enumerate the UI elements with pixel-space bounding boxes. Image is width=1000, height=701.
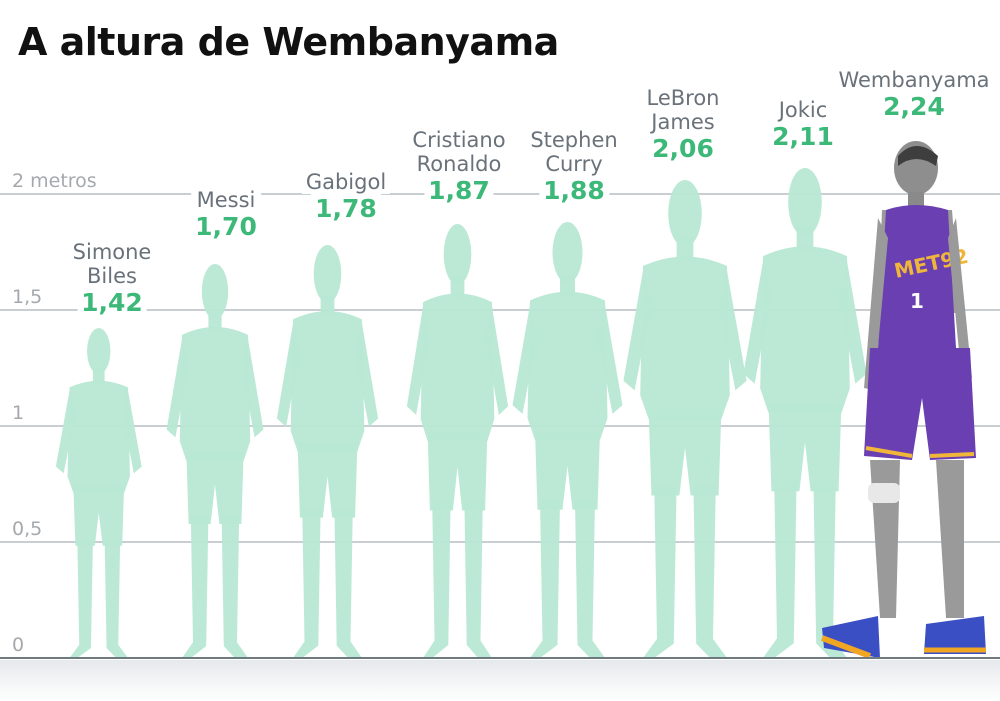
gridline-1m bbox=[0, 425, 1000, 427]
person-name: Simone bbox=[68, 240, 156, 264]
label-gabigol: Gabigol 1,78 bbox=[301, 170, 391, 224]
person-name: Gabigol bbox=[301, 170, 391, 194]
y-tick-1-5: 1,5 bbox=[12, 286, 43, 308]
gridline-2m bbox=[0, 193, 1000, 195]
person-name: Stephen bbox=[526, 128, 622, 152]
y-tick-0: 0 bbox=[12, 634, 25, 656]
person-height: 1,70 bbox=[191, 212, 261, 242]
gridline-1-5m bbox=[0, 309, 1000, 311]
label-messi: Messi 1,70 bbox=[191, 188, 261, 242]
silhouette-messi bbox=[166, 264, 264, 658]
floor bbox=[0, 660, 1000, 701]
person-name: Wembanyama bbox=[834, 68, 994, 92]
label-wembanyama: Wembanyama 2,24 bbox=[834, 68, 994, 122]
y-tick-2: 2 metros bbox=[12, 170, 97, 192]
person-name-line2: Ronaldo bbox=[408, 152, 510, 176]
silhouette-gabigol bbox=[276, 245, 379, 658]
label-lebron-james: LeBron James 2,06 bbox=[642, 86, 724, 164]
y-tick-0-5: 0,5 bbox=[12, 518, 43, 540]
person-height: 1,78 bbox=[311, 194, 381, 224]
person-name: Jokic bbox=[768, 98, 838, 122]
person-name: Cristiano bbox=[408, 128, 510, 152]
person-name: Messi bbox=[191, 188, 261, 212]
silhouette-stephen-curry bbox=[512, 222, 623, 658]
svg-text:1: 1 bbox=[910, 289, 924, 313]
person-height: 1,87 bbox=[424, 176, 494, 206]
person-name-line2: Curry bbox=[526, 152, 622, 176]
person-name-line2: James bbox=[642, 110, 724, 134]
person-name-line2: Biles bbox=[68, 264, 156, 288]
label-jokic: Jokic 2,11 bbox=[768, 98, 838, 152]
baseline-0 bbox=[0, 657, 1000, 659]
wembanyama-figure: MET92 1 bbox=[820, 141, 986, 659]
silhouette-lebron-james bbox=[623, 180, 747, 658]
person-name: LeBron bbox=[642, 86, 724, 110]
chart-title: A altura de Wembanyama bbox=[18, 20, 559, 64]
person-height: 2,11 bbox=[768, 122, 838, 152]
silhouette-jokic bbox=[743, 168, 867, 658]
label-simone-biles: Simone Biles 1,42 bbox=[68, 240, 156, 318]
person-height: 2,06 bbox=[648, 134, 718, 164]
label-cristiano-ronaldo: Cristiano Ronaldo 1,87 bbox=[408, 128, 510, 206]
person-height: 2,24 bbox=[879, 92, 949, 122]
silhouette-simone-biles bbox=[55, 328, 142, 658]
silhouette-cristiano-ronaldo bbox=[406, 224, 509, 658]
gridline-0-5m bbox=[0, 541, 1000, 543]
person-height: 1,88 bbox=[539, 176, 609, 206]
label-stephen-curry: Stephen Curry 1,88 bbox=[526, 128, 622, 206]
y-tick-1: 1 bbox=[12, 402, 25, 424]
person-height: 1,42 bbox=[77, 288, 147, 318]
